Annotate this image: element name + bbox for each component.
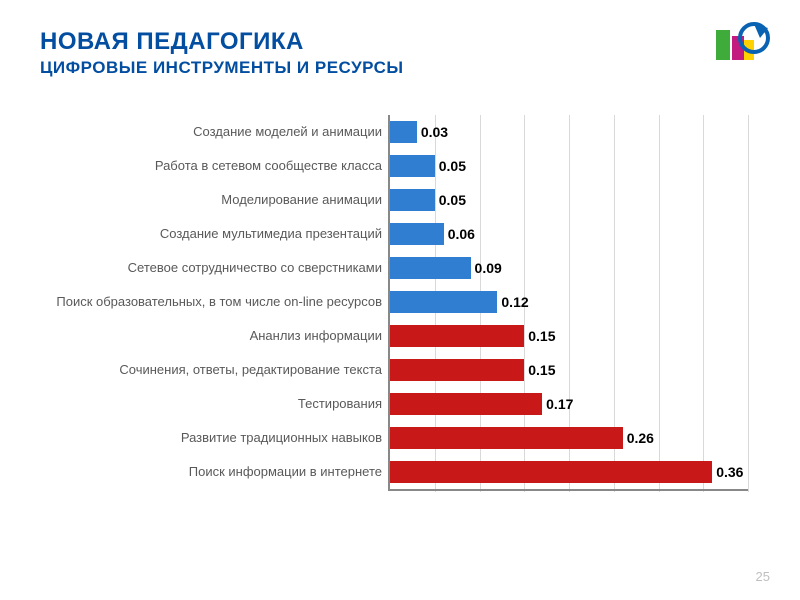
- plot-cell: 0.17: [388, 387, 748, 421]
- bar-value: 0.12: [501, 294, 528, 310]
- bar-value: 0.15: [528, 362, 555, 378]
- bar: [390, 257, 471, 279]
- bar: [390, 461, 712, 483]
- category-label: Поиск информации в интернете: [48, 465, 388, 479]
- x-axis: [388, 489, 748, 491]
- bar-value: 0.09: [475, 260, 502, 276]
- category-label: Развитие традиционных навыков: [48, 431, 388, 445]
- bar-value: 0.05: [439, 192, 466, 208]
- plot-cell: 0.05: [388, 149, 748, 183]
- chart-row: Развитие традиционных навыков 0.26: [48, 421, 748, 455]
- plot-cell: 0.12: [388, 285, 748, 319]
- bar-value: 0.26: [627, 430, 654, 446]
- header: НОВАЯ ПЕДАГОГИКА ЦИФРОВЫЕ ИНСТРУМЕНТЫ И …: [0, 0, 800, 88]
- chart-row: Работа в сетевом сообществе класса 0.05: [48, 149, 748, 183]
- bar: [390, 393, 542, 415]
- chart-row: Моделирование анимации 0.05: [48, 183, 748, 217]
- category-label: Поиск образовательных, в том числе on-li…: [48, 295, 388, 309]
- plot-cell: 0.36: [388, 455, 748, 489]
- category-label: Моделирование анимации: [48, 193, 388, 207]
- category-label: Сетевое сотрудничество со сверстниками: [48, 261, 388, 275]
- bar: [390, 121, 417, 143]
- gridline: [748, 115, 749, 492]
- page-title: НОВАЯ ПЕДАГОГИКА: [40, 28, 760, 56]
- plot-cell: 0.15: [388, 353, 748, 387]
- category-label: Ананлиз информации: [48, 329, 388, 343]
- bar-value: 0.17: [546, 396, 573, 412]
- bar: [390, 223, 444, 245]
- bar: [390, 325, 524, 347]
- page-number: 25: [756, 569, 770, 584]
- chart-row: Ананлиз информации 0.15: [48, 319, 748, 353]
- plot-cell: 0.06: [388, 217, 748, 251]
- category-label: Тестирования: [48, 397, 388, 411]
- logo-icon: [714, 18, 772, 70]
- bar-value: 0.03: [421, 124, 448, 140]
- bar-value: 0.15: [528, 328, 555, 344]
- bar: [390, 189, 435, 211]
- chart-row: Создание моделей и анимации 0.03: [48, 115, 748, 149]
- category-label: Создание мультимедиа презентаций: [48, 227, 388, 241]
- chart-row: Создание мультимедиа презентаций 0.06: [48, 217, 748, 251]
- plot-cell: 0.05: [388, 183, 748, 217]
- plot-cell: 0.26: [388, 421, 748, 455]
- bar: [390, 359, 524, 381]
- plot-cell: 0.09: [388, 251, 748, 285]
- chart-row: Поиск информации в интернете 0.36: [48, 455, 748, 489]
- bar-chart: Создание моделей и анимации 0.03 Работа в …: [48, 115, 748, 491]
- bar-value: 0.06: [448, 226, 475, 242]
- chart-row: Поиск образовательных, в том числе on-li…: [48, 285, 748, 319]
- category-label: Работа в сетевом сообществе класса: [48, 159, 388, 173]
- bar: [390, 427, 623, 449]
- page-subtitle: ЦИФРОВЫЕ ИНСТРУМЕНТЫ И РЕСУРСЫ: [40, 58, 760, 78]
- bar: [390, 291, 497, 313]
- bar: [390, 155, 435, 177]
- bar-value: 0.36: [716, 464, 743, 480]
- chart-row: Тестирования 0.17: [48, 387, 748, 421]
- category-label: Сочинения, ответы, редактирование текста: [48, 363, 388, 377]
- chart-row: Сочинения, ответы, редактирование текста…: [48, 353, 748, 387]
- chart-row: Сетевое сотрудничество со сверстниками 0.…: [48, 251, 748, 285]
- plot-cell: 0.15: [388, 319, 748, 353]
- bar-value: 0.05: [439, 158, 466, 174]
- category-label: Создание моделей и анимации: [48, 125, 388, 139]
- plot-cell: 0.03: [388, 115, 748, 149]
